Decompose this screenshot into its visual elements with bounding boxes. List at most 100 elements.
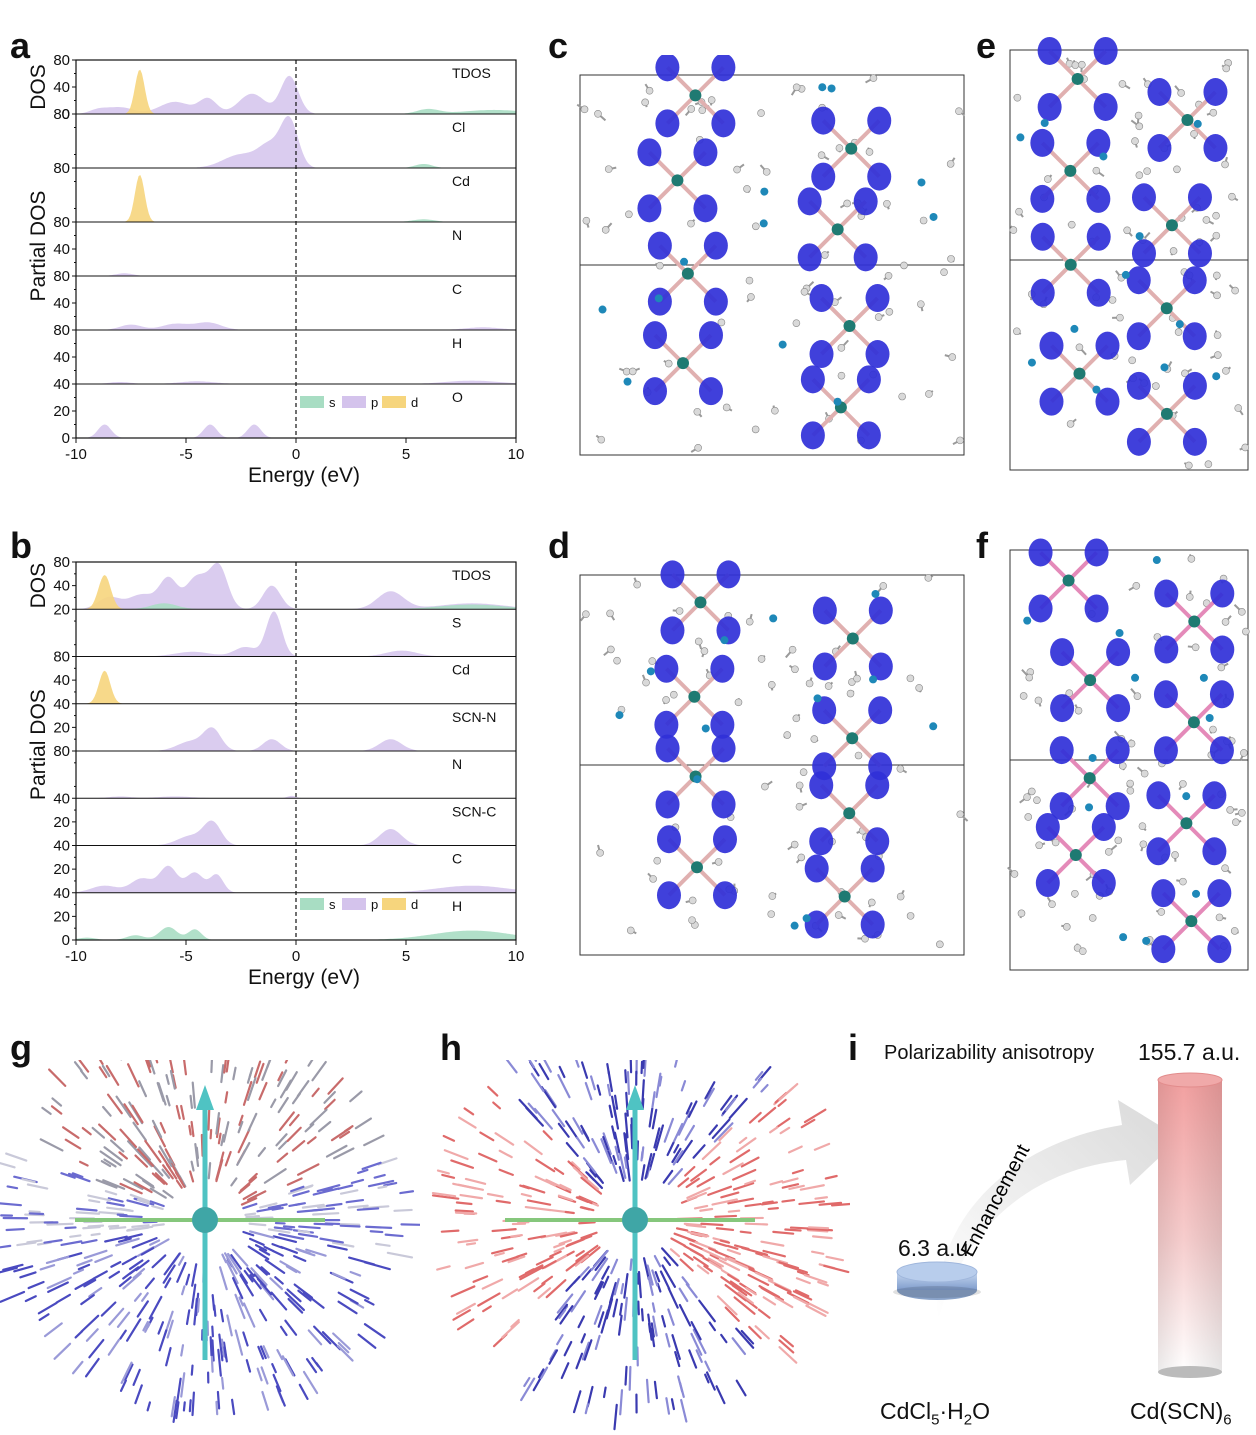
central-cd-atom <box>622 1207 648 1233</box>
field-vector <box>629 1258 633 1271</box>
field-vector <box>191 1391 195 1417</box>
field-vector <box>276 1152 289 1163</box>
hydrogen-atom <box>594 110 602 118</box>
y-tick-label: 80 <box>53 52 70 69</box>
field-vector <box>605 1297 614 1320</box>
field-vector <box>220 1064 225 1084</box>
field-vector <box>744 1222 769 1226</box>
field-vector <box>105 1064 120 1086</box>
hydrogen-atom <box>956 436 964 445</box>
field-vector <box>238 1114 244 1126</box>
field-vector <box>48 1068 67 1087</box>
isosurface-lobe <box>868 696 893 725</box>
field-vector <box>729 1280 753 1297</box>
hydrogen-atom <box>752 222 760 231</box>
hydrogen-atom <box>1185 461 1193 470</box>
field-vector <box>731 1337 747 1356</box>
field-vector <box>393 1208 413 1212</box>
isosurface-lobe <box>1126 322 1151 351</box>
dos-area-s <box>76 108 516 114</box>
field-vector <box>247 1112 258 1132</box>
field-vector <box>665 1332 671 1348</box>
field-vector <box>682 1252 694 1261</box>
isosurface-lobe <box>860 854 885 883</box>
field-vector <box>774 1296 794 1309</box>
isosurface-lobe <box>711 734 736 763</box>
hydrogen-atom <box>700 647 709 655</box>
panel-letter-e: e <box>976 25 997 66</box>
hydrogen-atom <box>885 307 894 316</box>
field-vector <box>275 1133 288 1147</box>
dos-area-p <box>76 865 516 893</box>
isosurface-lobe <box>1146 781 1171 810</box>
panel-letter-b: b <box>10 525 32 566</box>
field-vector <box>698 1299 716 1323</box>
hydrogen-atom <box>757 655 766 663</box>
hydrogen-atom <box>1104 848 1113 856</box>
axis-arrowhead <box>196 1085 214 1110</box>
field-vector <box>249 1274 262 1290</box>
field-vector <box>220 1338 226 1358</box>
field-vector <box>450 1285 476 1298</box>
field-vector <box>237 1120 244 1134</box>
field-vector <box>602 1135 609 1151</box>
field-vector <box>714 1214 738 1218</box>
cd-atom <box>671 174 684 187</box>
field-vector <box>337 1300 358 1315</box>
field-vector <box>176 1261 187 1283</box>
field-vector <box>564 1120 579 1140</box>
dos-row-o: 40 20 0 O <box>53 376 516 447</box>
field-vector <box>331 1272 346 1280</box>
field-vector <box>493 1251 505 1257</box>
field-vector <box>642 1257 650 1281</box>
field-vector <box>269 1277 284 1291</box>
nitrogen-atom <box>1212 372 1221 381</box>
field-vector <box>663 1117 675 1143</box>
field-vector <box>121 1255 138 1266</box>
dos-area-p <box>76 322 516 330</box>
hydrogen-atom <box>1181 369 1189 378</box>
field-vector <box>157 1150 172 1170</box>
field-vector <box>118 1276 132 1288</box>
field-vector <box>690 1321 702 1341</box>
field-vector <box>180 1372 186 1398</box>
field-vector <box>648 1152 656 1171</box>
field-vector <box>807 1302 829 1314</box>
hydrogen-atom <box>707 96 716 104</box>
field-vector <box>136 1198 150 1205</box>
field-vector <box>323 1090 336 1104</box>
field-vector <box>653 1254 662 1268</box>
dos-row-label: C <box>452 281 462 297</box>
hydrogen-atom <box>1123 226 1131 235</box>
field-vector <box>556 1334 564 1346</box>
hydrogen-atom <box>1242 627 1250 636</box>
field-vector <box>610 1258 619 1275</box>
y-tick-label: 80 <box>53 268 70 285</box>
field-vector <box>24 1213 45 1217</box>
hydrogen-atom <box>1013 327 1021 336</box>
isosurface-lobe <box>804 854 829 883</box>
field-vector <box>589 1169 597 1178</box>
field-vector <box>542 1130 553 1141</box>
field-vector <box>339 1224 361 1228</box>
field-vector <box>678 1303 692 1327</box>
x-tick-label: 0 <box>292 446 300 463</box>
field-vector <box>80 1239 98 1245</box>
hydrogen-atom <box>783 731 792 739</box>
hydrogen-atom <box>771 406 779 415</box>
anisotropy-comparison: Enhancement <box>893 1072 1223 1378</box>
field-vector <box>661 1314 667 1328</box>
cd-atom <box>1062 574 1075 587</box>
field-vector <box>637 1270 642 1299</box>
hydrogen-atom <box>662 696 670 704</box>
field-vector <box>356 1207 380 1211</box>
hydrogen-atom <box>694 637 703 646</box>
field-vector <box>369 1230 384 1234</box>
field-vector <box>510 1234 523 1238</box>
isosurface-lobe <box>712 825 737 854</box>
field-vector <box>817 1280 829 1287</box>
field-vector <box>548 1349 559 1365</box>
hydrogen-atom <box>1009 226 1018 234</box>
hydrogen-atom <box>1015 207 1023 216</box>
hydrogen-atom <box>649 875 657 883</box>
